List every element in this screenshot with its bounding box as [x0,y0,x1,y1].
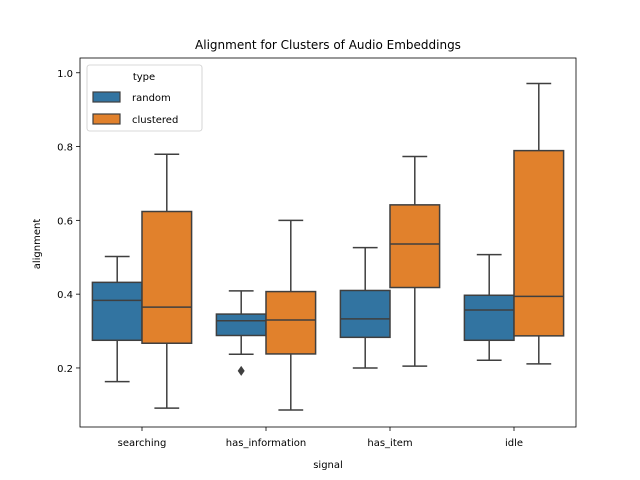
x-axis-label: signal [313,460,343,471]
x-tick-label: has_information [226,438,306,449]
x-tick-label: has_item [367,438,412,449]
outlier-point [237,365,245,376]
y-tick-label: 0.6 [57,216,73,227]
box-body [389,204,441,289]
y-tick-label: 1.0 [57,69,73,80]
x-tick-label: searching [118,438,167,449]
legend: type random clustered [86,64,203,132]
box-clustered-has_information [265,219,317,411]
legend-swatch-random [92,91,121,103]
box-body [513,149,565,337]
legend-label-random: random [132,93,171,104]
box-clustered-searching [141,153,193,409]
y-tick-label: 0.8 [57,143,73,154]
box-body [91,281,143,342]
box-body [463,294,515,342]
legend-title: type [133,72,155,83]
box-random-has_item [339,246,391,369]
x-tick-label: idle [505,438,523,449]
y-axis-label: alignment [32,219,43,270]
box-clustered-idle [513,82,565,365]
axes-frame [79,57,577,428]
box-random-has_information [215,290,267,376]
box-clustered-has_item [389,155,441,367]
legend-swatch-clustered [92,113,121,125]
box-body [141,210,193,344]
box-random-searching [91,255,143,383]
y-tick-label: 0.4 [57,290,73,301]
box-random-idle [463,253,515,361]
y-tick-label: 0.2 [57,364,73,375]
chart-title: Alignment for Clusters of Audio Embeddin… [195,38,461,52]
box-body [339,289,391,339]
box-body [265,290,317,355]
plot-area: 0.2 0.4 0.6 0.8 1.0 searching has_information h… [57,57,577,449]
box-body [215,313,267,337]
legend-label-clustered: clustered [132,115,178,126]
